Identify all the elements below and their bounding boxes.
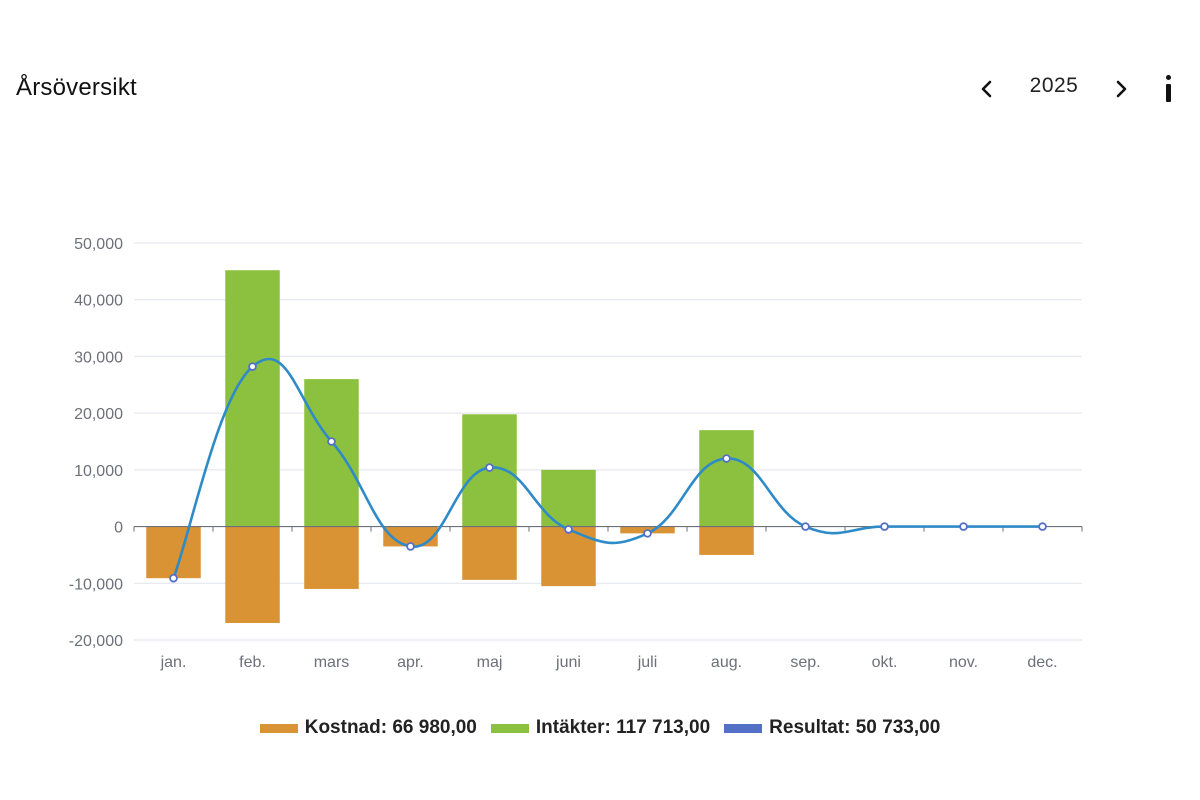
cost-bar [146,526,201,579]
y-tick-label: -20,000 [69,633,123,650]
x-tick-label: nov. [949,654,978,671]
chart-grid [134,242,1082,641]
legend-label-cost: Kostnad: 66 980,00 [304,717,477,738]
legend-item-cost[interactable]: Kostnad: 66 980,00 [259,717,477,739]
result-point [801,522,810,531]
x-tick-label: apr. [397,654,424,671]
result-point [169,573,178,583]
income-bar [541,469,596,527]
chevron-right-icon [1116,80,1127,98]
info-icon [1166,75,1171,80]
y-tick-label: 30,000 [74,349,123,366]
page-title: Årsöversikt [16,74,137,101]
legend-label-result: Resultat: 50 733,00 [769,717,941,738]
cost-bar [541,526,596,587]
year-overview-chart: 50,000 40,000 30,000 20,000 10,000 0 -10,000 -2… [0,200,1200,760]
legend-swatch-result [724,723,763,733]
result-point [564,525,573,534]
legend-item-income[interactable]: Intäkter: 117 713,00 [490,717,711,739]
result-point [959,522,968,531]
x-tick-label: mars [314,654,350,671]
x-tick-label: sep. [790,654,820,671]
x-tick-label: jan. [160,654,187,671]
chart-axes: 50,000 40,000 30,000 20,000 10,000 0 -10,000 -2… [69,236,1083,671]
chevron-left-icon [981,80,992,98]
cost-bar [699,526,754,555]
cost-bar [304,526,359,589]
cost-bar [462,526,517,580]
y-tick-label: 0 [114,520,123,537]
income-bar [225,270,280,527]
result-point [880,522,889,531]
x-tick-label: juli [637,654,658,671]
y-tick-label: 20,000 [74,406,123,423]
next-year-button[interactable] [1107,74,1135,104]
income-bar [304,379,359,527]
x-tick-label: juni [555,654,581,671]
income-bar [699,430,754,527]
legend-swatch-income [490,723,529,733]
result-point [248,362,257,371]
previous-year-button[interactable] [973,74,1001,104]
x-tick-label: maj [477,654,503,671]
x-tick-label: okt. [872,654,898,671]
result-point [327,437,336,446]
x-tick-label: dec. [1027,654,1057,671]
legend-swatch-cost [259,723,298,733]
chart-svg: 50,000 40,000 30,000 20,000 10,000 0 -10,000 -2… [69,236,1083,671]
legend-item-result[interactable]: Resultat: 50 733,00 [724,717,940,739]
x-tick-label: aug. [711,654,742,671]
y-tick-label: 40,000 [74,293,123,310]
chart-bars [146,270,754,623]
result-point [722,454,731,463]
result-point [406,542,415,551]
chart-legend: Kostnad: 66 980,00 Intäkter: 117 713,00 … [0,713,1200,743]
y-tick-label: 10,000 [74,463,123,480]
x-tick-label: feb. [239,654,266,671]
info-icon-bar [1166,84,1171,102]
y-tick-label: -10,000 [69,576,123,593]
header-bar: Årsöversikt 2025 [0,60,1200,116]
result-point [643,529,652,538]
cost-bar [225,526,280,623]
chart-result-line [169,357,1047,583]
legend-label-income: Intäkter: 117 713,00 [535,717,711,738]
y-tick-label: 50,000 [74,236,123,253]
result-point [1038,522,1047,531]
year-label: 2025 [1029,74,1079,97]
result-line [172,357,1043,579]
result-point [485,463,494,472]
info-button[interactable] [1158,72,1180,106]
